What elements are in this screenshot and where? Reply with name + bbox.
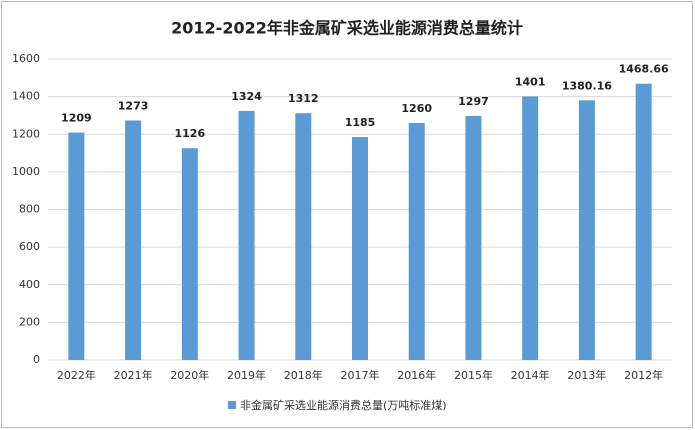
value-label: 1401 <box>515 75 546 88</box>
y-tick-label: 200 <box>19 315 40 328</box>
y-tick-label: 400 <box>19 278 40 291</box>
bar <box>181 148 198 360</box>
bar <box>295 113 312 361</box>
value-label: 1312 <box>288 92 319 105</box>
x-tick-label: 2022年 <box>57 368 96 382</box>
y-tick-label: 0 <box>33 353 40 366</box>
x-tick-label: 2014年 <box>511 368 550 382</box>
value-label: 1209 <box>61 112 92 125</box>
value-label: 1380.16 <box>562 79 612 92</box>
legend-label: 非金属矿采选业能源消费总量(万吨标准煤) <box>240 398 447 412</box>
value-label: 1468.66 <box>619 63 669 76</box>
x-tick-label: 2018年 <box>284 368 323 382</box>
value-label: 1324 <box>231 90 262 103</box>
value-label: 1297 <box>458 95 489 108</box>
value-label: 1260 <box>401 102 432 115</box>
chart-title: 2012-2022年非金属矿采选业能源消费总量统计 <box>171 19 523 38</box>
bar <box>635 83 652 360</box>
x-tick-label: 2017年 <box>341 368 380 382</box>
bar <box>465 116 482 360</box>
x-tick-label: 2012年 <box>624 368 663 382</box>
bar <box>125 120 142 360</box>
legend-swatch <box>228 401 236 409</box>
x-tick-label: 2020年 <box>170 368 209 382</box>
x-tick-label: 2016年 <box>397 368 436 382</box>
x-tick-label: 2021年 <box>114 368 153 382</box>
x-tick-label: 2015年 <box>454 368 493 382</box>
value-label: 1126 <box>175 127 206 140</box>
value-label: 1185 <box>345 116 376 129</box>
y-tick-label: 1400 <box>12 90 40 103</box>
x-tick-label: 2019年 <box>227 368 266 382</box>
bar <box>408 122 425 361</box>
value-label: 1273 <box>118 100 149 113</box>
bar <box>578 100 595 361</box>
y-tick-label: 1200 <box>12 127 40 140</box>
y-tick-label: 1000 <box>12 165 40 178</box>
bar <box>352 137 368 360</box>
y-tick-label: 600 <box>19 240 40 253</box>
bar <box>238 110 255 360</box>
y-tick-label: 1600 <box>12 52 40 65</box>
bar <box>522 96 539 360</box>
x-tick-label: 2013年 <box>567 368 606 382</box>
y-tick-label: 800 <box>19 203 40 216</box>
bar <box>68 132 85 360</box>
